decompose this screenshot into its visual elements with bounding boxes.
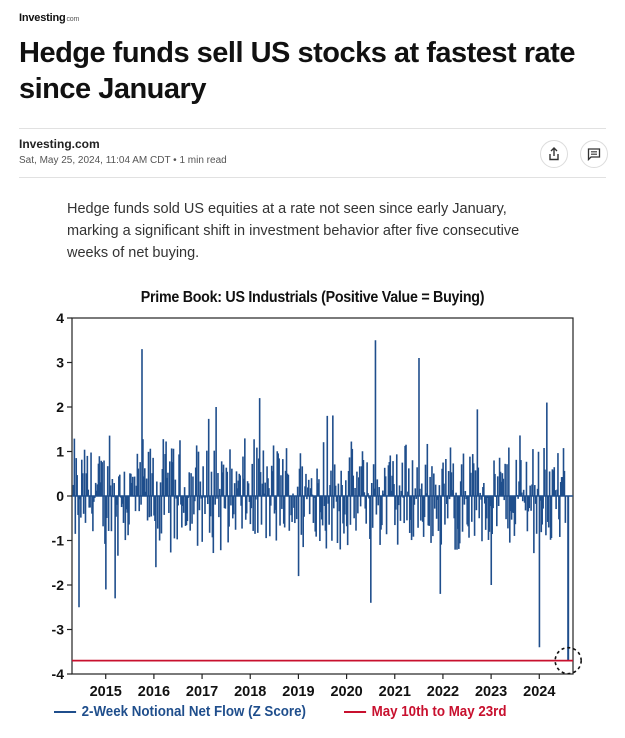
article-meta: Sat, May 25, 2024, 11:04 AM CDT • 1 min … <box>19 155 227 166</box>
x-tick-label: 2015 <box>90 684 122 700</box>
y-tick-label: -1 <box>52 533 65 549</box>
site-logo[interactable]: Investingcom <box>19 12 80 24</box>
x-tick-label: 2024 <box>523 684 555 700</box>
legend-item-reference: May 10th to May 23rd <box>344 704 507 720</box>
meta-divider <box>19 177 606 178</box>
article-date: Sat, May 25, 2024, 11:04 AM CDT <box>19 155 171 166</box>
chart-title: Prime Book: US Industrials (Positive Val… <box>140 289 485 306</box>
legend-swatch-net-flow <box>54 711 77 713</box>
y-tick-label: -2 <box>52 577 65 593</box>
article-author[interactable]: Investing.com <box>19 137 100 151</box>
legend-label-reference: May 10th to May 23rd <box>371 704 507 720</box>
site-logo-suffix: com <box>66 16 80 23</box>
x-tick-label: 2017 <box>186 684 218 700</box>
x-tick-label: 2016 <box>138 684 170 700</box>
article-title: Hedge funds sell US stocks at fastest ra… <box>19 37 575 105</box>
comments-button[interactable] <box>580 140 608 168</box>
article-summary: Hedge funds sold US equities at a rate n… <box>67 201 520 261</box>
y-tick-label: -4 <box>52 666 65 682</box>
legend-swatch-reference <box>344 711 367 713</box>
legend-item-net-flow: 2-Week Notional Net Flow (Z Score) <box>54 704 306 720</box>
y-tick-label: 1 <box>56 444 64 460</box>
share-button[interactable] <box>540 140 568 168</box>
legend-label-net-flow: 2-Week Notional Net Flow (Z Score) <box>81 704 306 720</box>
y-tick-label: 0 <box>56 488 64 504</box>
y-tick-label: 4 <box>56 310 64 326</box>
x-tick-label: 2021 <box>379 684 411 700</box>
x-tick-label: 2020 <box>330 684 362 700</box>
share-icon <box>549 147 559 161</box>
header-divider <box>19 128 606 129</box>
x-tick-label: 2018 <box>234 684 266 700</box>
y-tick-label: 3 <box>56 355 64 371</box>
read-time: 1 min read <box>179 155 227 166</box>
y-tick-label: 2 <box>56 399 64 415</box>
meta-separator: • <box>173 155 180 166</box>
latest-reading-circle <box>554 646 582 675</box>
x-tick-label: 2022 <box>427 684 459 700</box>
comment-icon <box>587 148 601 161</box>
x-tick-label: 2023 <box>475 684 507 700</box>
y-tick-label: -3 <box>52 622 65 638</box>
x-tick-label: 2019 <box>282 684 314 700</box>
